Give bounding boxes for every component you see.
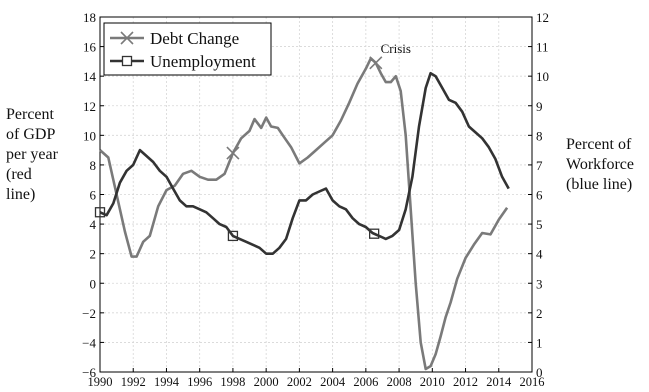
legend-box	[103, 22, 272, 76]
left-tick-label: −2	[82, 306, 96, 321]
left-axis: 18 16 14 12 10 8 6 4 2 0 −2 −4 −6	[82, 10, 104, 380]
right-tick-label: 4	[536, 247, 543, 262]
unemployment-line	[99, 71, 510, 255]
x-tick-label: 2002	[287, 375, 312, 389]
right-axis-label-line: Percent of	[566, 136, 632, 153]
x-tick-label: 2008	[387, 375, 412, 389]
legend-marker-unemployment	[121, 55, 133, 67]
left-tick-label: 16	[83, 40, 97, 55]
right-tick-label: 6	[536, 188, 543, 203]
x-axis: 1990 1992 1994 1996 1998 2000 2002 2004 2006 2008…	[88, 368, 545, 389]
x-tick-label: 2014	[486, 375, 512, 389]
debt-change-marker	[226, 146, 240, 160]
left-axis-label-line: of GDP	[6, 126, 56, 143]
left-axis-label-line: Percent	[6, 106, 54, 123]
left-axis-label-line: line)	[6, 186, 36, 203]
x-tick-label: 2004	[320, 375, 346, 389]
legend-label-debt-change: Debt Change	[150, 29, 239, 48]
x-tick-label: 2016	[520, 375, 545, 389]
left-tick-label: 8	[90, 158, 97, 173]
right-tick-label: 9	[536, 99, 543, 114]
x-tick-label: 1994	[154, 375, 180, 389]
left-tick-label: −4	[82, 335, 96, 350]
annotation-layer: Crisis	[381, 41, 411, 56]
right-tick-label: 1	[536, 335, 543, 350]
left-tick-label: 6	[90, 188, 97, 203]
right-tick-label: 12	[536, 10, 549, 25]
right-tick-label: 11	[536, 40, 549, 55]
series-layer	[94, 56, 510, 371]
x-tick-label: 1998	[220, 375, 245, 389]
right-tick-label: 7	[536, 158, 543, 173]
debt-change-marker	[369, 56, 383, 70]
left-tick-label: −6	[82, 365, 96, 380]
unemployment-marker	[227, 230, 239, 242]
right-tick-label: 0	[536, 365, 543, 380]
unemployment-marker	[369, 228, 380, 239]
right-tick-label: 2	[536, 306, 543, 321]
x-tick-label: 2012	[453, 375, 478, 389]
left-tick-label: 4	[90, 217, 97, 232]
x-tick-label: 1996	[187, 375, 212, 389]
annotation-crisis: Crisis	[381, 41, 411, 56]
x-tick-label: 2006	[353, 375, 378, 389]
left-tick-label: 18	[83, 10, 96, 25]
left-axis-label-line: per year	[6, 146, 58, 163]
debt-change-line	[99, 57, 509, 371]
legend-marker-debt-change	[120, 31, 134, 45]
x-tick-label: 1990	[88, 375, 113, 389]
left-axis-label-line: (red	[6, 166, 32, 183]
x-tick-label: 2000	[254, 375, 279, 389]
right-axis-label-line: (blue line)	[566, 176, 633, 193]
left-tick-label: 0	[90, 276, 97, 291]
x-tick-label: 2010	[420, 375, 445, 389]
right-axis-label: Percent of Workforce (blue line)	[566, 135, 649, 195]
legend-label-unemployment: Unemployment	[150, 52, 256, 71]
right-tick-label: 10	[536, 69, 549, 84]
left-tick-label: 2	[90, 247, 97, 262]
x-tick-label: 1992	[121, 375, 146, 389]
right-axis-label-line: Workforce	[566, 156, 635, 173]
right-tick-label: 8	[536, 128, 543, 143]
left-tick-label: 14	[83, 69, 97, 84]
right-tick-label: 5	[536, 217, 543, 232]
unemployment-marker	[94, 207, 106, 218]
left-tick-label: 10	[83, 128, 96, 143]
left-axis-label: Percent of GDP per year (red line)	[6, 105, 90, 205]
legend: Debt Change Unemployment	[103, 22, 272, 76]
right-tick-label: 3	[536, 276, 543, 291]
left-tick-label: 12	[83, 99, 96, 114]
